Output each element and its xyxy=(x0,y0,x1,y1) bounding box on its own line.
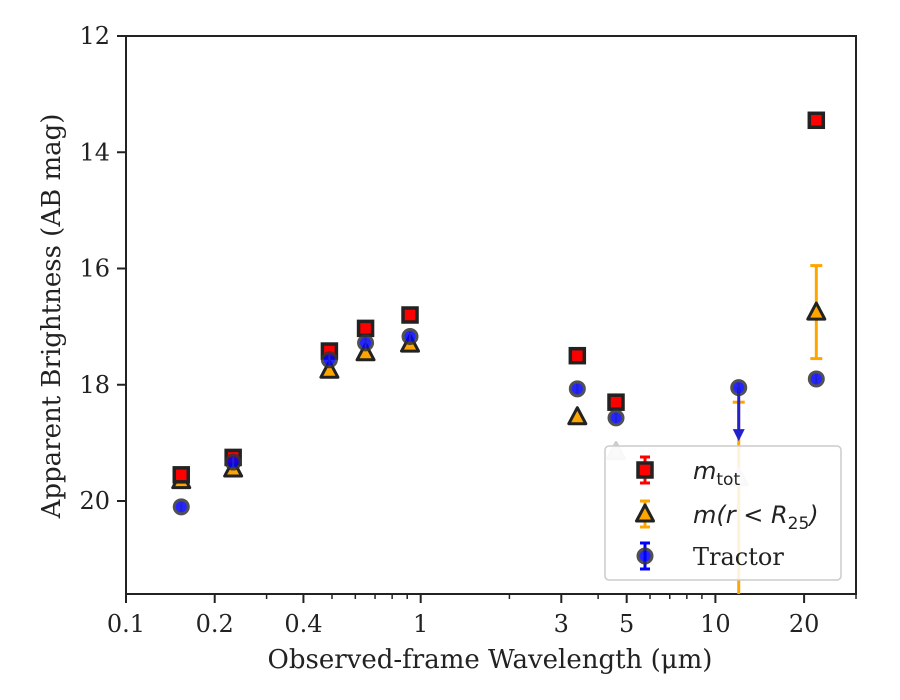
legend: mtot m(r < R25) Tractor xyxy=(604,445,842,581)
x-tick-label: 10 xyxy=(700,610,731,638)
x-axis-title: Observed-frame Wavelength (μm) xyxy=(268,645,713,675)
square-marker xyxy=(172,466,191,484)
y-tick-label: 16 xyxy=(79,255,110,283)
triangle-marker xyxy=(567,406,588,426)
legend-marker xyxy=(636,461,654,479)
x-tick-label: 0.2 xyxy=(196,610,234,638)
y-tick-label: 12 xyxy=(79,22,110,50)
legend-item: mtot xyxy=(636,455,740,490)
y-tick-label: 14 xyxy=(79,138,110,166)
triangle-marker xyxy=(319,359,340,379)
y-tick-label: 20 xyxy=(79,487,110,515)
plot-area xyxy=(125,35,857,595)
x-tick-label: 0.1 xyxy=(107,610,145,638)
y-axis: 12 14 16 18 20 xyxy=(79,22,126,515)
legend-box xyxy=(604,445,842,581)
square-marker xyxy=(356,319,375,338)
triangle-marker xyxy=(355,342,376,362)
x-tick-label: 0.4 xyxy=(284,610,322,638)
legend-marker xyxy=(636,547,654,565)
triangle-marker xyxy=(806,301,827,321)
x-tick-label: 20 xyxy=(789,610,820,638)
x-tick-label: 1 xyxy=(413,610,428,638)
legend-label: m(r < R25) xyxy=(693,501,819,534)
square-marker xyxy=(568,346,587,365)
y-axis-title: Apparent Brightness (AB mag) xyxy=(37,114,67,520)
legend-marker xyxy=(635,503,655,523)
legend-label: Tractor xyxy=(693,543,784,571)
x-tick-label: 3 xyxy=(554,610,569,638)
legend-label: mtot xyxy=(693,457,740,490)
x-tick-label: 5 xyxy=(619,610,634,638)
plot-frame xyxy=(125,35,857,595)
legend-item: m(r < R25) xyxy=(635,499,819,534)
legend-item: Tractor xyxy=(636,541,784,571)
square-marker xyxy=(807,111,826,130)
upper-limit-head xyxy=(732,429,745,442)
square-marker xyxy=(401,306,419,324)
square-marker xyxy=(607,393,625,411)
x-axis: 0.1 0.2 0.4 1 3 5 10 20 xyxy=(107,594,857,638)
y-tick-label: 18 xyxy=(79,371,110,399)
